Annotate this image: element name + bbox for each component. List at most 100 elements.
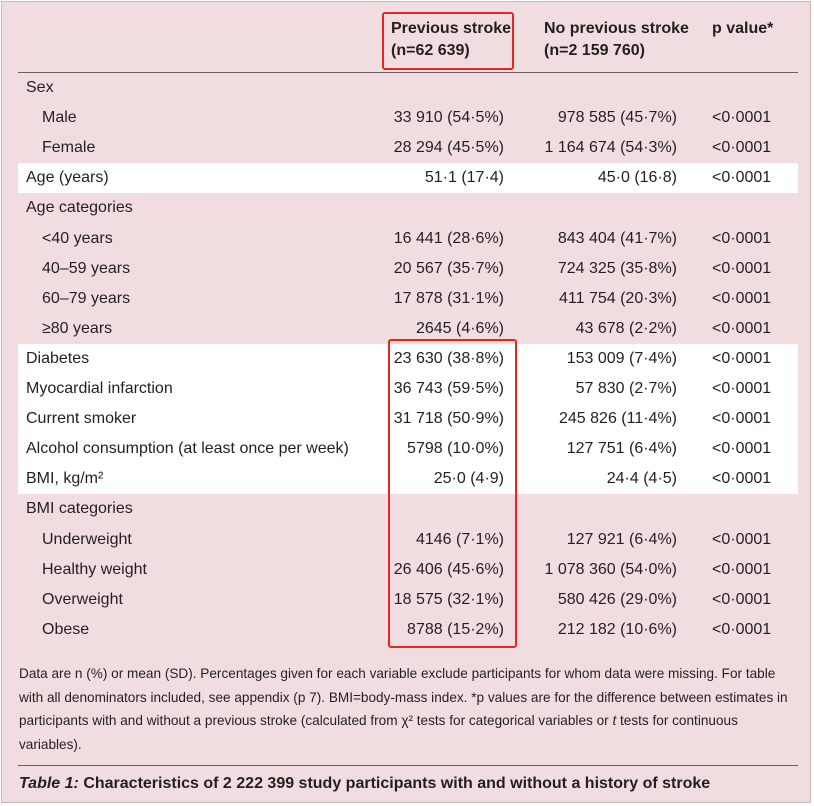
no-previous-stroke-value: 245 826 (11·4%) [559,410,677,428]
no-previous-stroke-value: 24·4 (4·5) [606,470,677,488]
table-row: Age (years) 51·1 (17·4) 45·0 (16·8) <0·0001 [18,163,798,194]
footnote-t: t [612,713,617,728]
table-row: Alcohol consumption (at least once per w… [18,434,798,465]
row-label: Myocardial infarction [26,380,173,397]
p-value: <0·0001 [712,349,772,367]
previous-stroke-value: 2645 (4·6%) [415,319,504,337]
no-previous-stroke-value: 580 426 (29·0%) [557,590,677,608]
table-row: Overweight 18 575 (32·1%) 580 426 (29·0%) <… [18,585,798,615]
p-value: <0·0001 [712,319,772,337]
p-value: <0·0001 [712,620,772,638]
table-row: Sex [18,73,798,103]
row-label: 60–79 years [42,289,131,307]
header-rule [18,72,798,73]
previous-stroke-value: 20 567 (35·7%) [393,259,504,277]
previous-stroke-value: 33 910 (54·5%) [393,109,504,127]
table-row: Age categories [18,193,798,223]
previous-stroke-value: 8788 (15·2%) [407,620,504,638]
header-highlight-box [382,12,514,70]
row-label: Female [42,139,96,157]
row-label: Current smoker [26,410,137,428]
no-previous-stroke-value: 843 404 (41·7%) [557,229,677,247]
previous-stroke-value: 36 743 (59·5%) [393,380,504,397]
no-previous-stroke-value: 1 164 674 (54·3%) [544,139,677,157]
row-label: BMI, kg/m² [26,470,104,488]
row-label: Healthy weight [42,560,147,578]
row-label: Male [42,109,77,127]
table-row: Myocardial infarction 36 743 (59·5%) 57 83… [18,374,798,404]
row-label: Alcohol consumption (at least once per w… [26,440,349,458]
table-row: Current smoker 31 718 (50·9%) 245 826 (11·… [18,404,798,435]
row-label: <40 years [42,229,113,247]
p-value: <0·0001 [712,289,772,307]
p-value: <0·0001 [712,169,772,187]
table-caption: Table 1: Characteristics of 2 222 399 st… [19,772,710,796]
p-value: <0·0001 [712,259,772,277]
table-footnote: Data are n (%) or mean (SD). Percentages… [19,662,801,756]
column-header-p-value: p value* [712,18,773,40]
table-row: BMI, kg/m² 25·0 (4·9) 24·4 (4·5) <0·0001 [18,464,798,495]
column-header-no-previous-stroke: No previous stroke (n=2 159 760) [544,18,689,62]
table-row: Male 33 910 (54·5%) 978 585 (45·7%) <0·0001 [18,103,798,133]
row-label: Age (years) [26,169,109,187]
column-title: No previous stroke [544,20,689,37]
column-n: (n=62 639) [391,42,470,59]
previous-stroke-value: 4146 (7·1%) [415,530,504,548]
no-previous-stroke-value: 57 830 (2·7%) [575,380,677,397]
no-previous-stroke-value: 978 585 (45·7%) [557,109,677,127]
previous-stroke-value: 23 630 (38·8%) [393,349,504,367]
no-previous-stroke-value: 724 325 (35·8%) [557,259,677,277]
previous-stroke-value: 26 406 (45·6%) [393,560,504,578]
footnote-text-end: tests for continuous variables). [19,713,738,752]
p-value: <0·0001 [712,380,772,397]
footnote-text: Data are n (%) or mean (SD). Percentages… [19,666,788,728]
no-previous-stroke-value: 43 678 (2·2%) [575,319,677,337]
row-label: Age categories [26,199,133,217]
no-previous-stroke-value: 153 009 (7·4%) [566,349,677,367]
no-previous-stroke-value: 127 921 (6·4%) [566,530,677,548]
row-label: Overweight [42,590,123,608]
table-row: ≥80 years 2645 (4·6%) 43 678 (2·2%) <0·0001 [18,314,798,344]
caption-text: Characteristics of 2 222 399 study parti… [78,775,711,792]
no-previous-stroke-value: 1 078 360 (54·0%) [544,560,677,578]
table-row: Obese 8788 (15·2%) 212 182 (10·6%) <0·0001 [18,615,798,645]
table-row: Female 28 294 (45·5%) 1 164 674 (54·3%) <0·… [18,133,798,163]
column-title: Previous stroke [391,20,512,37]
table-row: 60–79 years 17 878 (31·1%) 411 754 (20·3%)… [18,284,798,314]
previous-stroke-value: 25·0 (4·9) [433,470,504,488]
p-value: <0·0001 [712,560,772,578]
column-n: (n=2 159 760) [544,42,645,59]
previous-stroke-value: 31 718 (50·9%) [393,410,504,428]
table-row: Healthy weight 26 406 (45·6%) 1 078 360 (5… [18,555,798,585]
row-label: Obese [42,620,90,638]
row-label: Underweight [42,530,132,548]
table-row: 40–59 years 20 567 (35·7%) 724 325 (35·8%)… [18,254,798,284]
previous-stroke-value: 18 575 (32·1%) [393,590,504,608]
previous-stroke-value: 51·1 (17·4) [424,169,504,187]
previous-stroke-value: 28 294 (45·5%) [393,139,504,157]
no-previous-stroke-value: 411 754 (20·3%) [559,289,677,307]
row-label: BMI categories [26,500,133,518]
no-previous-stroke-value: 127 751 (6·4%) [566,440,677,458]
no-previous-stroke-value: 45·0 (16·8) [597,169,677,187]
table-row: BMI categories [18,494,798,524]
row-label: Sex [26,79,54,96]
p-value: <0·0001 [712,109,772,127]
p-value: <0·0001 [712,590,772,608]
no-previous-stroke-value: 212 182 (10·6%) [557,620,677,638]
p-value: <0·0001 [712,440,772,458]
p-value: <0·0001 [712,530,772,548]
row-label: Diabetes [26,349,90,367]
previous-stroke-value: 5798 (10·0%) [407,440,504,458]
row-label: ≥80 years [42,319,113,337]
column-title: p value* [712,20,774,37]
previous-stroke-value: 16 441 (28·6%) [393,229,504,247]
table-row: Diabetes 23 630 (38·8%) 153 009 (7·4%) <0·0… [18,343,798,374]
caption-rule [18,765,798,766]
table-row: <40 years 16 441 (28·6%) 843 404 (41·7%) <0… [18,224,798,254]
p-value: <0·0001 [712,229,772,247]
p-value: <0·0001 [712,470,772,488]
p-value: <0·0001 [712,139,772,157]
values-highlight-box [388,339,517,648]
